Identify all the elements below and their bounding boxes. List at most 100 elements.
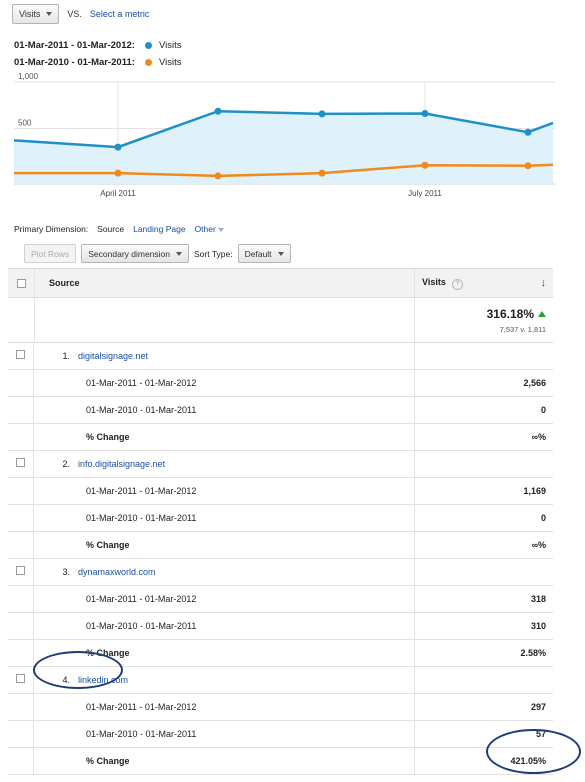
- date-range-label: % Change: [34, 532, 415, 558]
- data-point: [524, 162, 532, 170]
- source-link[interactable]: digitalsignage.net: [78, 351, 149, 361]
- table-subrow: % Change 2.58%: [8, 640, 553, 667]
- data-point: [421, 161, 429, 169]
- legend-range: 01-Mar-2010 - 01-Mar-2011:: [14, 57, 135, 68]
- source-link[interactable]: dynamaxworld.com: [78, 567, 156, 577]
- date-range-label: 01-Mar-2011 - 01-Mar-2012: [34, 586, 415, 612]
- select-metric-link[interactable]: Select a metric: [89, 9, 150, 19]
- subrow-checkbox-cell: [8, 694, 34, 720]
- table-row: 1. digitalsignage.net: [8, 343, 553, 370]
- metric-controls: Visits VS. Select a metric: [12, 4, 149, 24]
- table-subrow: 01-Mar-2010 - 01-Mar-2011 310: [8, 613, 553, 640]
- visits-value: 310: [530, 621, 546, 631]
- source-cell: 4. linkedin.com: [34, 667, 415, 693]
- source-link[interactable]: linkedin.com: [78, 675, 129, 685]
- value-cell: [415, 451, 553, 477]
- header-source[interactable]: Source: [35, 269, 415, 297]
- subrow-checkbox-cell: [8, 640, 34, 666]
- date-range-label: 01-Mar-2010 - 01-Mar-2011: [34, 613, 415, 639]
- visits-value: 318: [530, 594, 546, 604]
- select-all-cell: [8, 269, 35, 297]
- source-cell: 2. info.digitalsignage.net: [34, 451, 415, 477]
- secondary-dimension-select[interactable]: Secondary dimension: [81, 244, 190, 263]
- row-checkbox[interactable]: [16, 674, 25, 683]
- source-link[interactable]: info.digitalsignage.net: [78, 459, 166, 469]
- vs-label: VS.: [67, 9, 82, 19]
- totals-checkbox-cell: [8, 298, 35, 342]
- plot-rows-button[interactable]: Plot Rows: [24, 244, 77, 263]
- subrow-checkbox-cell: [8, 721, 34, 747]
- data-point: [524, 128, 532, 136]
- date-range-label: 01-Mar-2011 - 01-Mar-2012: [34, 370, 415, 396]
- chart-labels: 1,000 500 April 2011 July 2011: [18, 72, 442, 198]
- date-range-label: 01-Mar-2010 - 01-Mar-2011: [34, 397, 415, 423]
- row-checkbox-cell: [8, 343, 34, 369]
- table-subrow: % Change ∞%: [8, 532, 553, 559]
- source-cell: 3. dynamaxworld.com: [34, 559, 415, 585]
- table-subrow: 01-Mar-2011 - 01-Mar-2012 297: [8, 694, 553, 721]
- date-range-label: 01-Mar-2010 - 01-Mar-2011: [34, 721, 415, 747]
- up-arrow-icon: [538, 310, 546, 317]
- sort-type-select[interactable]: Default: [237, 244, 291, 263]
- date-range-label: 01-Mar-2011 - 01-Mar-2012: [34, 478, 415, 504]
- date-range-label: % Change: [34, 424, 415, 450]
- visits-value: ∞%: [531, 432, 546, 442]
- y-tick-label: 500: [18, 119, 32, 128]
- source-cell: 1. digitalsignage.net: [34, 343, 415, 369]
- total-percent-change: 316.18%: [486, 306, 534, 321]
- table-row: 2. info.digitalsignage.net: [8, 451, 553, 478]
- date-range-label: 01-Mar-2011 - 01-Mar-2012: [34, 694, 415, 720]
- totals-source-cell: [35, 298, 415, 342]
- table-subrow: 01-Mar-2011 - 01-Mar-2012 318: [8, 586, 553, 613]
- value-cell: [415, 343, 553, 369]
- visits-value: 2.58%: [520, 648, 546, 658]
- secondary-dimension-label: Secondary dimension: [88, 248, 171, 259]
- table-row: 4. linkedin.com: [8, 667, 553, 694]
- metric-selector-button[interactable]: Visits: [12, 4, 60, 24]
- legend-dot-icon: [144, 42, 152, 49]
- chart-series: [13, 107, 554, 184]
- date-range-label: 01-Mar-2010 - 01-Mar-2011: [34, 505, 415, 531]
- chevron-down-icon: [46, 12, 53, 16]
- table-subrow: 01-Mar-2010 - 01-Mar-2011 57: [8, 721, 553, 748]
- row-number: 3.: [62, 567, 70, 577]
- primary-dimension-bar: Primary Dimension: Source Landing Page O…: [14, 224, 225, 234]
- subrow-checkbox-cell: [8, 370, 34, 396]
- chevron-down-icon: [218, 228, 225, 232]
- row-checkbox[interactable]: [16, 566, 25, 575]
- header-visits-label: Visits: [422, 276, 446, 287]
- data-point: [214, 107, 222, 115]
- subrow-checkbox-cell: [8, 505, 34, 531]
- visits-value: 2,566: [523, 378, 546, 388]
- table-subrow: % Change ∞%: [8, 424, 553, 451]
- row-checkbox-cell: [8, 667, 34, 693]
- dimension-other[interactable]: Other: [195, 224, 225, 234]
- table-subrow: 01-Mar-2010 - 01-Mar-2011 0: [8, 505, 553, 532]
- data-table: Source Visits? ↓ 316.18% 7,537 v. 1,811 …: [8, 268, 553, 775]
- x-tick-label: April 2011: [100, 189, 136, 198]
- data-point: [114, 169, 122, 177]
- subrow-checkbox-cell: [8, 424, 34, 450]
- table-toolbar: Plot Rows Secondary dimension Sort Type:…: [24, 244, 291, 263]
- legend-series: Visits: [158, 57, 182, 68]
- row-number: 4.: [62, 675, 70, 685]
- data-point: [114, 143, 122, 151]
- sort-down-arrow-icon[interactable]: ↓: [540, 277, 547, 289]
- totals-row: 316.18% 7,537 v. 1,811: [8, 298, 553, 343]
- header-visits[interactable]: Visits? ↓: [415, 269, 553, 297]
- row-checkbox[interactable]: [16, 458, 25, 467]
- x-tick-label: July 2011: [408, 189, 442, 198]
- table-subrow: % Change 421.05%: [8, 748, 553, 775]
- legend-dot-icon: [144, 59, 152, 66]
- data-point: [214, 172, 222, 180]
- subrow-checkbox-cell: [8, 397, 34, 423]
- legend-series: Visits: [158, 40, 182, 51]
- select-all-checkbox[interactable]: [16, 278, 26, 288]
- date-range-label: % Change: [34, 748, 415, 774]
- row-checkbox[interactable]: [16, 350, 25, 359]
- dimension-landing-page[interactable]: Landing Page: [133, 224, 186, 234]
- help-icon[interactable]: ?: [451, 278, 463, 290]
- table-subrow: 01-Mar-2010 - 01-Mar-2011 0: [8, 397, 553, 424]
- dimension-source[interactable]: Source: [97, 224, 125, 234]
- table-body: 1. digitalsignage.net 01-Mar-2011 - 01-Mar…: [8, 343, 553, 775]
